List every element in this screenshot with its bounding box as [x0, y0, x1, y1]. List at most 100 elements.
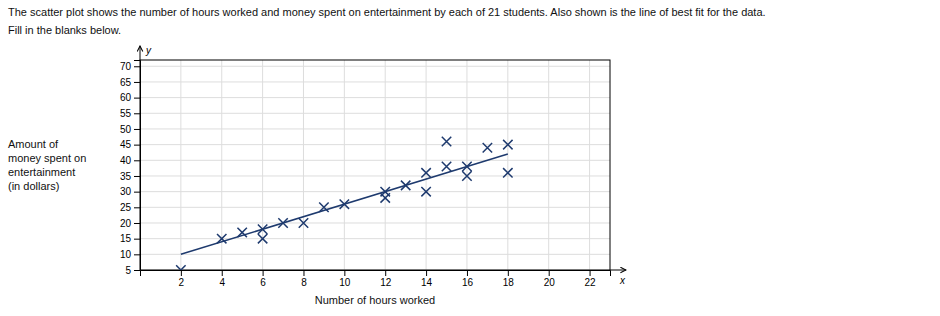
x-tick-label: 22: [585, 277, 597, 288]
x-tick: 20: [544, 270, 556, 288]
y-tick-label: 5: [125, 265, 131, 276]
y-tick-mark: [134, 207, 140, 208]
x-tick-label: 14: [421, 277, 433, 288]
scatter-point: [176, 265, 185, 270]
annotation: x: [619, 275, 626, 286]
y-axis-title-line: Amount of: [8, 138, 59, 150]
y-tick-mark: [134, 192, 140, 193]
subtitle: Fill in the blanks below.: [8, 24, 121, 36]
y-tick: 70: [120, 61, 140, 72]
y-tick-label: 45: [120, 139, 132, 150]
y-tick: 55: [120, 108, 140, 119]
y-tick-mark: [134, 145, 140, 146]
y-tick-mark: [134, 160, 140, 161]
fit-line: [181, 154, 508, 254]
x-tick-mark: [181, 270, 182, 276]
x-tick-mark: [467, 270, 468, 276]
y-axis-title: Amount ofmoney spent onentertainment(in …: [8, 138, 86, 192]
y-grid-line: [140, 144, 610, 145]
y-grid-line: [140, 128, 610, 129]
scatter-point: [483, 143, 492, 152]
y-axis-arrow: [140, 46, 141, 60]
y-tick-mark: [134, 223, 140, 224]
plot-frame: [140, 60, 610, 270]
x-tick-mark: [426, 270, 427, 276]
x-tick: 8: [301, 270, 307, 288]
y-tick: 65: [120, 77, 140, 88]
x-tick: 4: [219, 270, 225, 288]
x-tick-mark: [590, 270, 591, 276]
y-grid-line: [140, 113, 610, 114]
y-grid-line: [140, 81, 610, 82]
y-grid-line: [140, 222, 610, 223]
y-tick-label: 35: [120, 171, 132, 182]
x-tick-label: 18: [503, 277, 515, 288]
y-tick: 45: [120, 139, 140, 150]
y-tick: 40: [120, 155, 140, 166]
y-grid-line: [140, 160, 610, 161]
y-tick-label: 10: [120, 249, 132, 260]
y-grid-line: [140, 66, 610, 67]
scatter-point: [442, 137, 451, 146]
y-tick: 20: [120, 218, 140, 229]
y-tick-mark: [134, 113, 140, 114]
y-grid-line: [140, 207, 610, 208]
y-axis-line: [134, 61, 141, 271]
y-axis-title-line: (in dollars): [8, 180, 59, 192]
y-tick: 25: [120, 202, 140, 213]
x-tick: 6: [260, 270, 266, 288]
x-tick-label: 20: [544, 277, 556, 288]
y-axis: 5 10 15 20 25 30 35 40 45 50 55 60 65 70: [120, 61, 141, 276]
y-tick: 60: [120, 92, 140, 103]
y-tick-mark: [134, 254, 140, 255]
x-tick-mark: [549, 270, 550, 276]
y-tick-mark: [134, 129, 140, 130]
x-tick-mark: [385, 270, 386, 276]
y-tick: 35: [120, 171, 140, 182]
y-grid-line: [140, 191, 610, 192]
x-tick: 22: [585, 270, 597, 288]
y-tick: 50: [120, 124, 140, 135]
x-axis-title: Number of hours worked: [315, 294, 435, 306]
y-tick-label: 15: [120, 233, 132, 244]
x-tick-label: 4: [219, 277, 225, 288]
x-axis-arrow: [610, 270, 626, 271]
x-axis-line: [141, 271, 611, 277]
x-tick: 2: [179, 270, 185, 288]
scatter-point: [503, 140, 512, 149]
x-axis: 2 4 6 8 10 12 14 16 18 20 22: [141, 270, 611, 288]
x-tick-label: 8: [301, 277, 307, 288]
y-tick-mark: [134, 82, 140, 83]
x-tick: 18: [503, 270, 515, 288]
y-grid-line: [140, 175, 610, 176]
y-tick-label: 25: [120, 202, 132, 213]
grid: [140, 60, 610, 270]
x-tick-label: 12: [380, 277, 392, 288]
y-grid-line: [140, 254, 610, 255]
y-tick-label: 30: [120, 186, 132, 197]
y-tick-mark: [134, 239, 140, 240]
y-tick: 10: [120, 249, 140, 260]
scatter-point: [299, 218, 308, 227]
axis-arrows: [140, 46, 626, 270]
annotation: y: [145, 45, 152, 56]
x-tick-label: 16: [462, 277, 474, 288]
scatter-point: [462, 171, 471, 180]
y-tick-label: 20: [120, 218, 132, 229]
y-grid-line: [140, 238, 610, 239]
x-tick: 12: [380, 270, 392, 288]
y-tick: 30: [120, 186, 140, 197]
scatter-point: [421, 187, 430, 196]
y-tick-label: 60: [120, 92, 132, 103]
x-tick-mark: [508, 270, 509, 276]
y-tick: 5: [125, 265, 140, 276]
y-tick-mark: [134, 176, 140, 177]
y-tick-mark: [134, 66, 140, 67]
x-tick-label: 6: [260, 277, 266, 288]
x-tick-mark: [222, 270, 223, 276]
scatter-point: [442, 162, 451, 171]
y-grid-line: [140, 97, 610, 98]
x-tick-label: 10: [339, 277, 351, 288]
scatter-point: [258, 234, 267, 243]
y-axis-title-line: entertainment: [8, 166, 75, 178]
